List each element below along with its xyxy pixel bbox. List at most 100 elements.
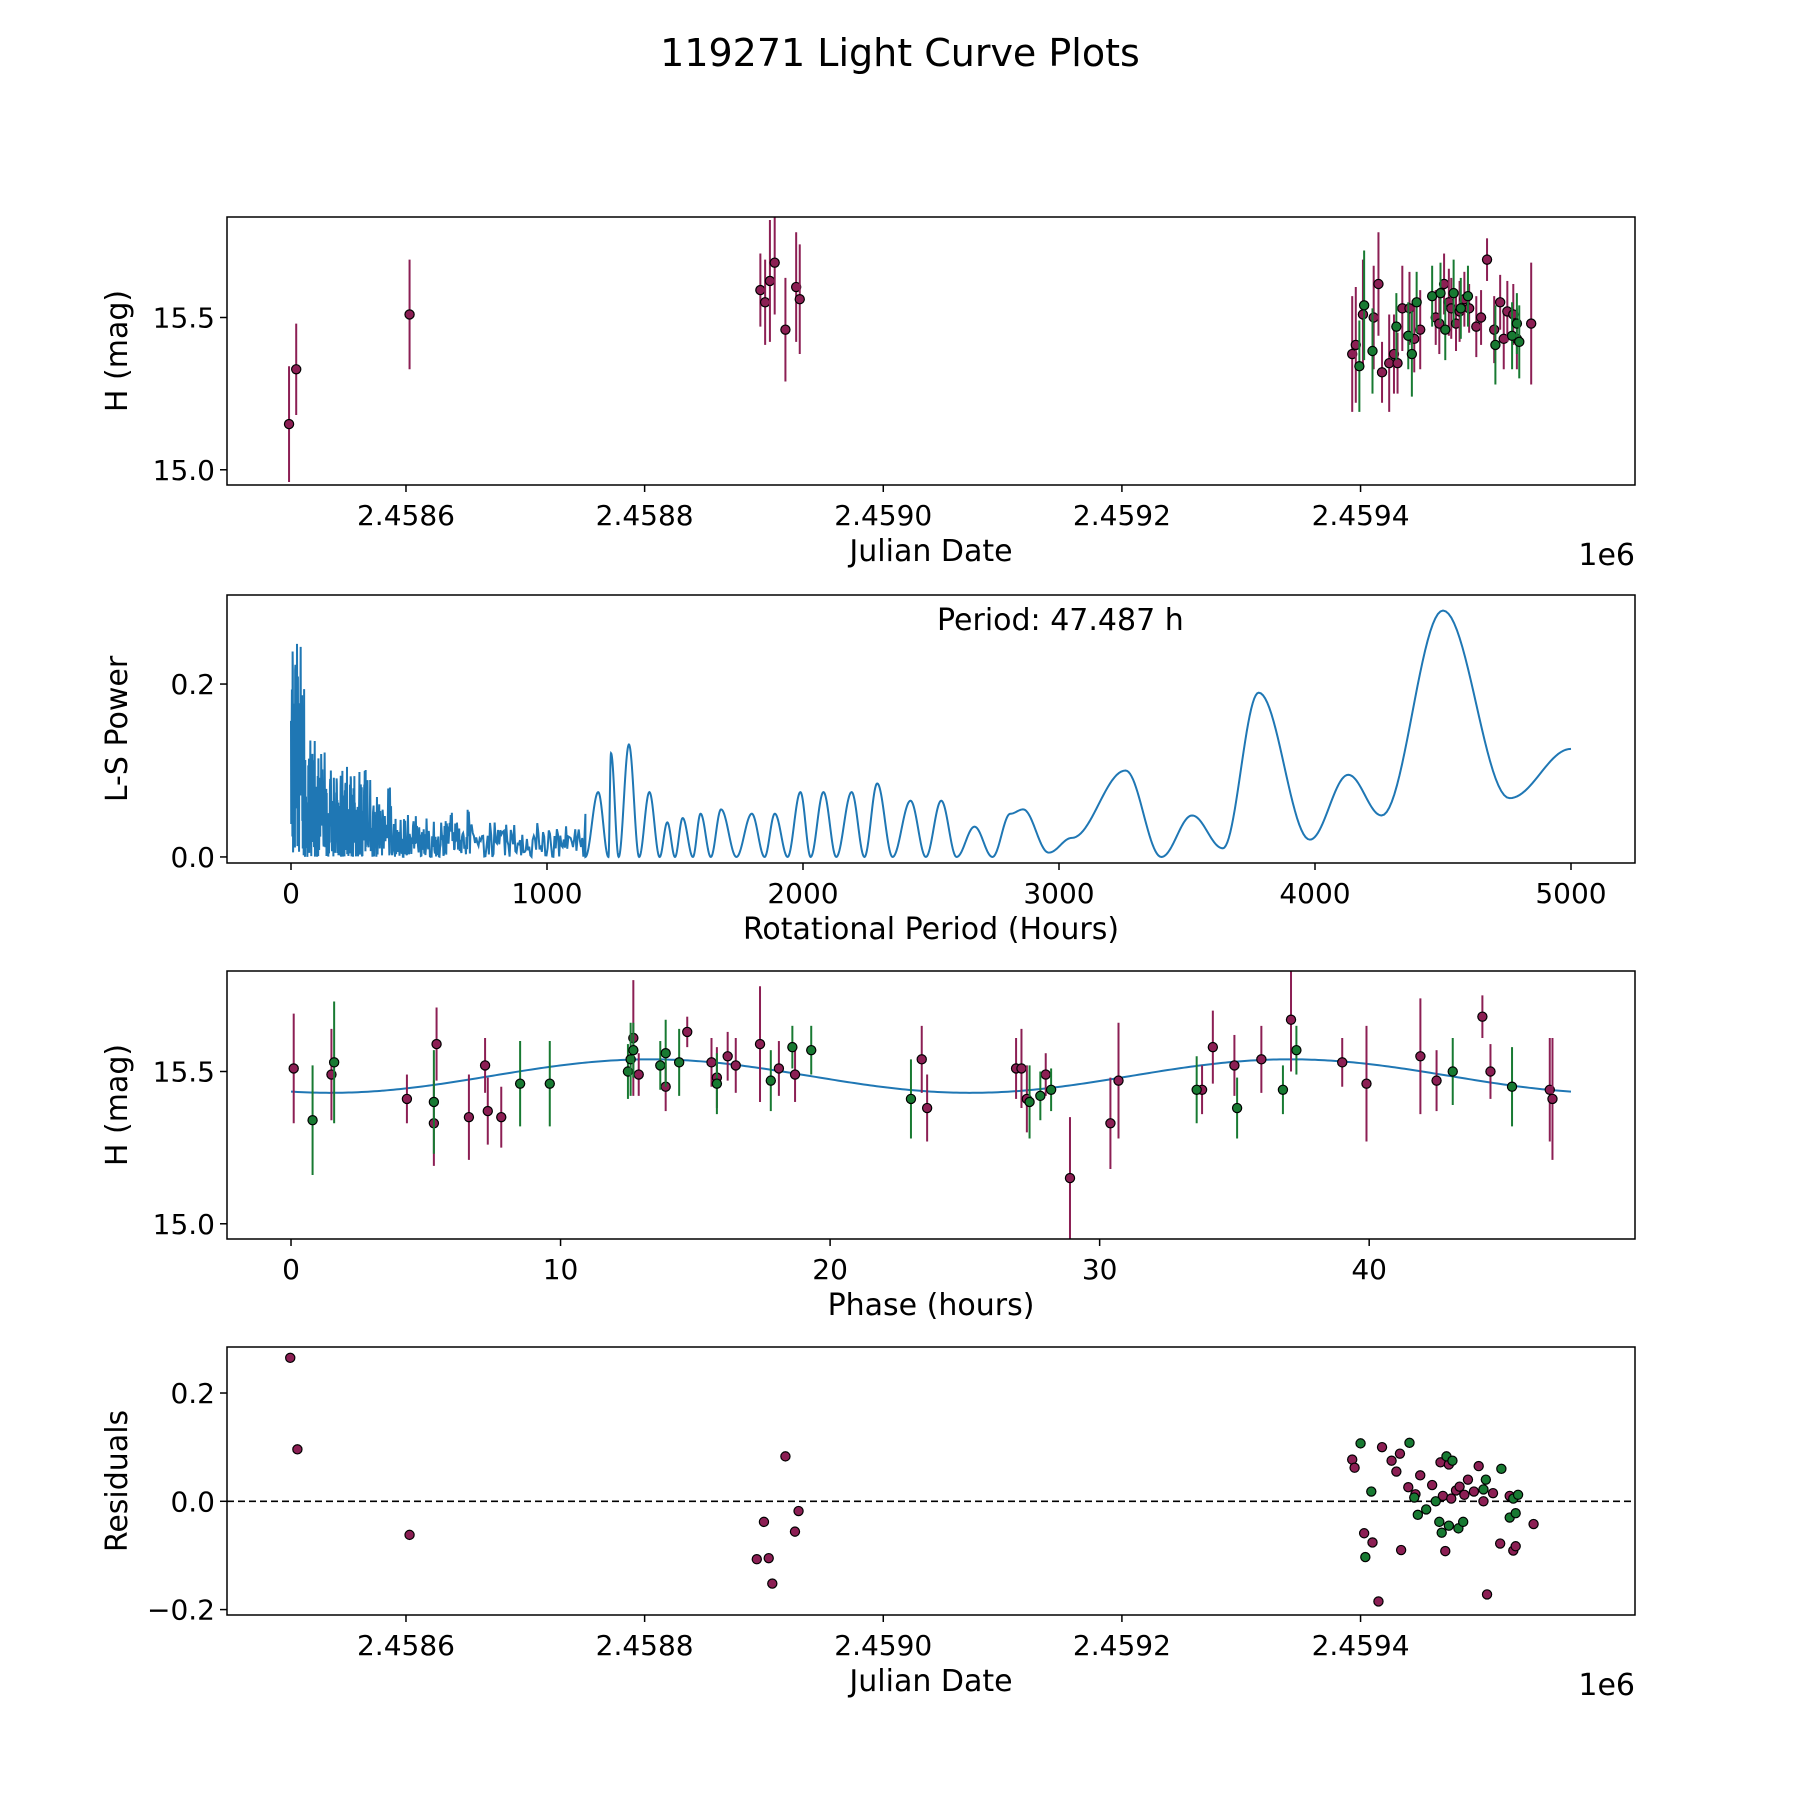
x-axis-label: Julian Date: [847, 1664, 1012, 1699]
data-point: [1480, 1474, 1492, 1485]
data-point: [1436, 1527, 1447, 1538]
power-curve: [290, 609, 1572, 860]
data-point: [1411, 297, 1422, 308]
data-point: [1455, 303, 1466, 314]
data-point: [682, 1026, 693, 1038]
data-point: [790, 281, 802, 293]
y-tick-label: 0.2: [170, 668, 215, 701]
data-point: [1496, 1463, 1507, 1475]
series-maroon: [288, 971, 1558, 1239]
y-tick-label: 0.0: [170, 841, 215, 874]
data-point: [759, 297, 771, 308]
data-point: [905, 1093, 917, 1105]
data-point: [921, 1102, 933, 1114]
data-point: [628, 1044, 639, 1056]
data-point: [496, 1111, 507, 1123]
axes-frame: [226, 970, 1636, 1240]
data-point: [660, 1048, 671, 1059]
y-tick-label: 15.5: [153, 302, 215, 335]
data-point: [1510, 1541, 1521, 1552]
data-point: [1494, 297, 1506, 308]
x-tick-label: 2.4592: [1073, 499, 1171, 532]
y-tick-label: 15.0: [153, 1208, 215, 1241]
data-point: [1477, 1011, 1488, 1022]
series-green: [1355, 1437, 1524, 1563]
period-annotation: Period: 47.487 h: [937, 603, 1184, 638]
data-point: [655, 1060, 666, 1071]
data-point: [633, 1069, 644, 1080]
data-point: [1447, 1066, 1458, 1077]
x-tick-label: 40: [1351, 1253, 1387, 1286]
data-point: [755, 284, 766, 296]
data-point: [1256, 1054, 1267, 1065]
data-point: [1481, 1589, 1493, 1600]
data-point: [787, 1041, 798, 1053]
data-point: [706, 1057, 717, 1068]
data-point: [1231, 1102, 1243, 1114]
data-point: [1024, 1096, 1035, 1108]
data-point: [292, 1444, 303, 1455]
data-point: [1434, 318, 1445, 329]
data-point: [751, 1554, 762, 1565]
data-point: [1358, 1528, 1370, 1539]
data-point: [1415, 1470, 1426, 1481]
data-point: [1468, 1486, 1480, 1497]
data-point: [1512, 1489, 1524, 1501]
x-tick-label: 20: [812, 1253, 848, 1286]
data-point: [1506, 1081, 1518, 1092]
data-point: [1488, 324, 1500, 335]
data-point: [404, 309, 415, 320]
plot-area: [283, 217, 1537, 482]
data-point: [1367, 345, 1378, 357]
data-point: [1508, 309, 1519, 320]
data-point: [1391, 321, 1402, 332]
data-point: [794, 294, 805, 305]
data-point: [1394, 1448, 1406, 1459]
data-point: [1403, 330, 1414, 341]
data-point: [1376, 1441, 1388, 1453]
plot-area: [290, 609, 1572, 860]
data-point: [1547, 1093, 1558, 1105]
data-point: [1373, 278, 1384, 290]
data-point: [1448, 287, 1459, 299]
x-tick-label: 2.4590: [834, 1629, 932, 1662]
data-point: [1457, 1516, 1469, 1528]
data-point: [767, 1578, 778, 1589]
data-point: [431, 1038, 442, 1050]
data-point: [1350, 339, 1361, 351]
data-point: [1366, 1486, 1377, 1497]
data-point: [789, 1526, 801, 1537]
data-point: [1347, 348, 1358, 360]
x-axis-label: Julian Date: [847, 534, 1012, 569]
data-point: [1431, 1075, 1442, 1086]
data-point: [1446, 1493, 1457, 1504]
data-point: [1367, 1537, 1378, 1548]
y-axis-label: L-S Power: [100, 655, 135, 802]
data-point: [1404, 1437, 1415, 1449]
data-point: [789, 1069, 801, 1080]
data-point: [1105, 1118, 1116, 1129]
data-point: [793, 1505, 804, 1517]
x-tick-label: 2.4594: [1312, 1629, 1410, 1662]
data-point: [482, 1105, 493, 1117]
data-point: [1447, 1455, 1458, 1466]
data-point: [1409, 1492, 1420, 1503]
data-point: [780, 324, 791, 335]
data-point: [754, 1038, 766, 1050]
data-point: [1528, 1518, 1539, 1530]
data-point: [1191, 1084, 1202, 1095]
figure-title: 119271 Light Curve Plots: [660, 31, 1140, 75]
data-point: [1277, 1084, 1289, 1095]
data-point: [1443, 1520, 1455, 1531]
x-tick-label: 2000: [767, 877, 838, 910]
data-point: [291, 364, 302, 375]
data-point: [1415, 1051, 1426, 1062]
panel-periodogram: 0 1000 2000 3000 4000 5000 0.0 0.2 Rotational Pe…: [100, 594, 1636, 947]
data-point: [1376, 367, 1388, 378]
data-point: [1514, 336, 1525, 348]
axes-frame: [226, 594, 1636, 864]
x-tick-label: 2.4590: [834, 499, 932, 532]
data-point: [1064, 1172, 1076, 1184]
data-point: [1386, 1455, 1397, 1466]
data-point: [1113, 1075, 1124, 1086]
